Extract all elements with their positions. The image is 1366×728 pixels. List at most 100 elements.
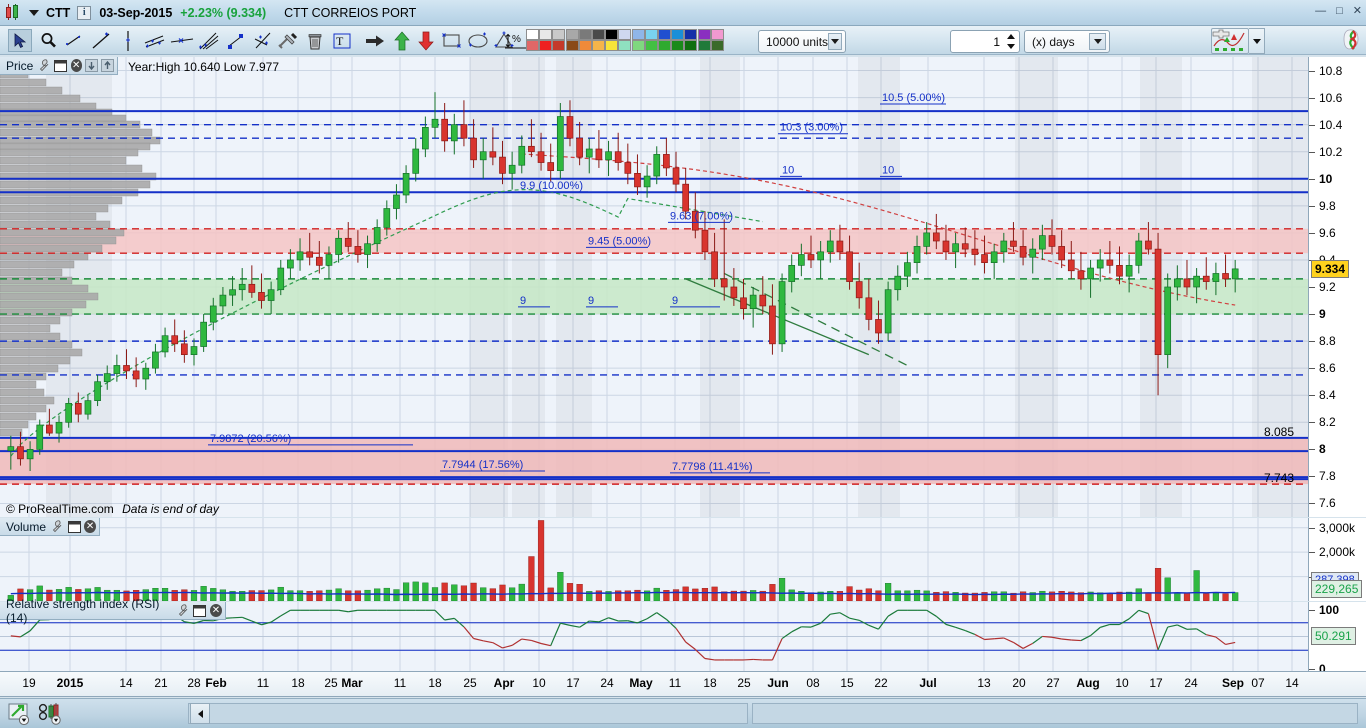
volume-panel-header[interactable]: Volume ✕ — [0, 518, 100, 536]
zoom-icon[interactable] — [36, 29, 60, 52]
volume-chart-area[interactable] — [0, 518, 1308, 601]
tools-icon[interactable] — [276, 29, 300, 52]
vertical-line-icon[interactable] — [116, 29, 140, 52]
y-axis-tick-mark — [1309, 368, 1315, 370]
maximize-button[interactable]: □ — [1336, 4, 1343, 17]
trendline-icon[interactable] — [89, 29, 113, 52]
color-swatch[interactable] — [684, 40, 698, 51]
status-message-field[interactable] — [188, 703, 748, 724]
date-axis[interactable]: 19 2015 14 21 28 Feb 11 18 25 Mar 11 18 25 Apr 10 17 24 M… — [0, 671, 1366, 697]
rectangle-icon[interactable] — [440, 29, 464, 52]
close-button[interactable]: ✕ — [1352, 5, 1362, 17]
wrench-icon[interactable] — [176, 603, 190, 618]
instrument-chevron-down-icon[interactable] — [29, 9, 39, 16]
color-swatch[interactable] — [671, 29, 685, 40]
export-icon[interactable] — [8, 703, 34, 726]
color-swatch[interactable] — [539, 40, 553, 51]
color-swatch[interactable] — [592, 29, 605, 40]
arrow-right-icon[interactable] — [363, 29, 387, 52]
volume-last-label[interactable]: 229,265 — [1311, 580, 1363, 598]
color-swatch[interactable] — [658, 29, 671, 40]
chevron-down-icon[interactable] — [828, 33, 842, 50]
color-swatch[interactable] — [592, 40, 605, 51]
text-label-icon[interactable]: T — [330, 29, 354, 52]
trendline-short-icon[interactable] — [62, 29, 86, 52]
close-price-panel-icon[interactable]: ✕ — [70, 59, 82, 72]
color-swatch[interactable] — [605, 40, 619, 51]
color-swatch[interactable] — [605, 29, 619, 40]
stepper-up-icon[interactable] — [1004, 31, 1018, 42]
color-swatch[interactable] — [526, 29, 539, 40]
timeframe-dropdown[interactable]: (x) days — [1024, 30, 1110, 53]
color-swatch[interactable] — [697, 29, 711, 40]
price-chart-area[interactable]: 10.5 (5.00%) 10.3 (3.00%) 9.9 (10.00%) 10 10… — [0, 57, 1308, 517]
stepper-buttons[interactable] — [1004, 31, 1018, 52]
chevron-down-icon[interactable] — [1089, 33, 1106, 50]
color-swatch[interactable] — [552, 40, 566, 51]
date-axis-tick: 25 — [324, 676, 338, 690]
rsi-y-axis[interactable]: 100 0 50.291 — [1308, 602, 1366, 676]
wrench-icon[interactable] — [51, 519, 65, 534]
color-swatch[interactable] — [684, 29, 698, 40]
segment-icon[interactable] — [224, 29, 248, 52]
window-icon[interactable] — [193, 603, 207, 618]
parallel-channel-icon[interactable] — [143, 29, 167, 52]
color-swatch[interactable] — [644, 29, 658, 40]
color-swatch[interactable] — [631, 29, 645, 40]
status-secondary-field[interactable] — [752, 703, 1358, 724]
window-icon[interactable] — [54, 58, 68, 73]
alert-icon[interactable] — [36, 703, 66, 725]
color-swatch[interactable] — [539, 29, 553, 40]
arrow-down-icon[interactable] — [414, 29, 438, 52]
color-swatch[interactable] — [552, 29, 566, 40]
trash-icon[interactable] — [303, 29, 327, 52]
ellipse-icon[interactable] — [466, 29, 490, 52]
close-volume-panel-icon[interactable]: ✕ — [84, 520, 96, 533]
price-panel-header[interactable]: Price ✕ — [0, 57, 118, 75]
color-swatch[interactable] — [526, 40, 539, 51]
color-swatch[interactable] — [631, 40, 645, 51]
color-swatch[interactable] — [578, 40, 592, 51]
move-down-icon[interactable] — [84, 58, 98, 73]
scroll-left-button[interactable] — [190, 703, 210, 724]
rsi-panel-header[interactable]: Relative strength index (RSI) (14) ✕ — [0, 597, 226, 625]
color-swatch[interactable] — [618, 40, 632, 51]
y-axis-tick-mark — [1309, 124, 1315, 126]
fibonacci-fan-icon[interactable] — [197, 29, 221, 52]
add-indicator-button[interactable] — [1211, 28, 1249, 54]
close-rsi-panel-icon[interactable]: ✕ — [209, 604, 222, 617]
color-swatch[interactable] — [565, 40, 579, 51]
color-swatch[interactable] — [710, 40, 724, 51]
window-icon[interactable] — [67, 519, 82, 534]
period-count-stepper[interactable]: 1 — [950, 30, 1020, 53]
wrench-icon[interactable] — [38, 58, 51, 73]
info-icon[interactable]: i — [77, 5, 92, 20]
color-swatch[interactable] — [671, 40, 685, 51]
pitchfork-icon[interactable] — [251, 29, 275, 52]
refresh-icon[interactable] — [1343, 28, 1364, 54]
rsi-value-label[interactable]: 50.291 — [1311, 627, 1356, 646]
move-up-icon[interactable] — [100, 58, 114, 73]
last-price-label[interactable]: 9.334 — [1311, 259, 1350, 278]
color-swatch[interactable] — [710, 29, 724, 40]
color-swatch[interactable] — [578, 29, 592, 40]
pointer-icon[interactable] — [8, 29, 32, 52]
horizontal-line-icon[interactable] — [170, 29, 194, 52]
percent-measure-icon[interactable]: % — [505, 29, 529, 52]
period-count-value: 1 — [993, 34, 1000, 49]
color-swatch[interactable] — [697, 40, 711, 51]
stepper-down-icon[interactable] — [1004, 42, 1018, 53]
color-swatch[interactable] — [618, 29, 632, 40]
color-palette[interactable] — [526, 29, 724, 52]
color-swatch[interactable] — [565, 29, 579, 40]
minimize-button[interactable]: — — [1315, 4, 1327, 17]
indicator-chevron-down-icon[interactable] — [1249, 28, 1265, 54]
units-dropdown[interactable]: 10000 units — [758, 30, 846, 53]
rsi-panel-title: Relative strength index (RSI) (14) — [6, 596, 160, 625]
price-y-axis[interactable]: 10.810.610.410.2109.89.69.49.298.88.68.4… — [1308, 57, 1366, 517]
color-swatch[interactable] — [644, 40, 658, 51]
color-swatch[interactable] — [658, 40, 671, 51]
y-axis-tick-mark — [1309, 449, 1315, 451]
arrow-up-icon[interactable] — [390, 29, 414, 52]
